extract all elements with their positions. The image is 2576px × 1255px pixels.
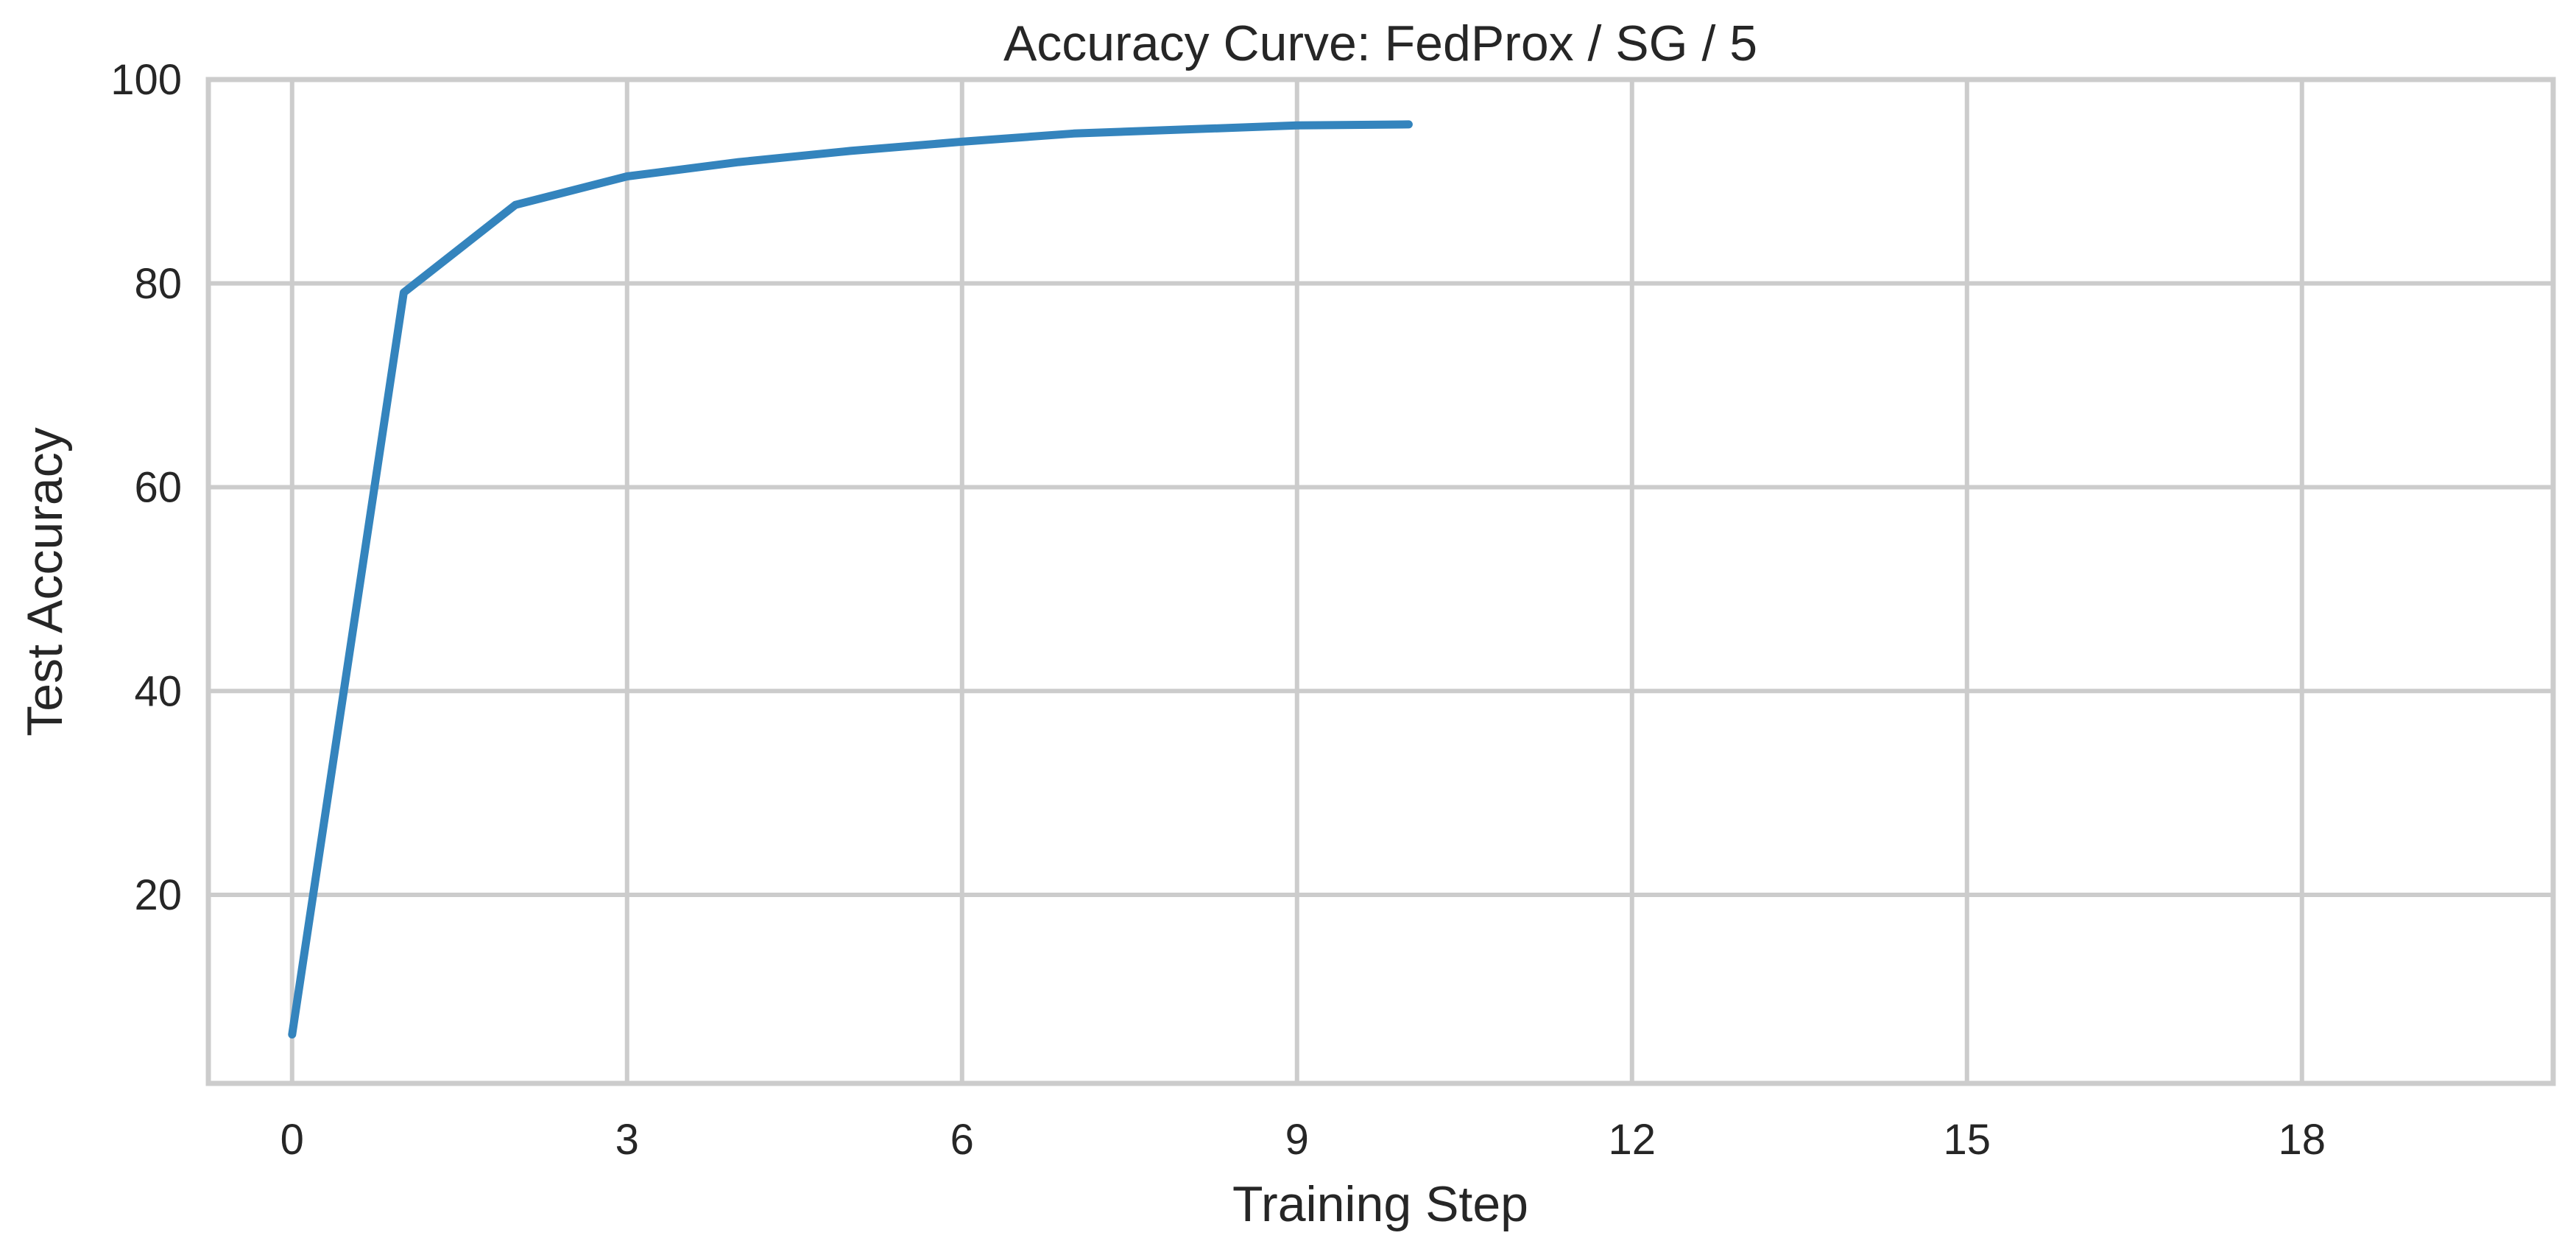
- chart-title: Accuracy Curve: FedProx / SG / 5: [1003, 15, 1757, 71]
- plot-frame: [205, 77, 2556, 1086]
- y-tick-label: 80: [134, 260, 182, 308]
- x-tick-label: 15: [1943, 1116, 1991, 1164]
- series-layer: [288, 120, 1413, 1039]
- x-tick-label: 6: [950, 1116, 974, 1164]
- y-gridlines: [208, 77, 2553, 898]
- x-tick-label: 3: [615, 1116, 639, 1164]
- x-tick-label: 12: [1608, 1116, 1656, 1164]
- y-tick-label: 20: [134, 871, 182, 919]
- x-gridlines: [289, 80, 2304, 1083]
- x-tick-labels: 0 3 6 9 12 15 18: [280, 1116, 2326, 1164]
- y-axis-label: Test Accuracy: [17, 427, 73, 737]
- y-tick-labels: 20 40 60 80 100: [110, 56, 182, 919]
- y-tick-label: 40: [134, 667, 182, 715]
- y-tick-label: 60: [134, 464, 182, 512]
- x-tick-label: 0: [280, 1116, 304, 1164]
- x-axis-label: Training Step: [1232, 1176, 1528, 1232]
- series-line: [288, 120, 1413, 1039]
- y-tick-label: 100: [110, 56, 182, 104]
- x-tick-label: 18: [2278, 1116, 2326, 1164]
- x-tick-label: 9: [1285, 1116, 1309, 1164]
